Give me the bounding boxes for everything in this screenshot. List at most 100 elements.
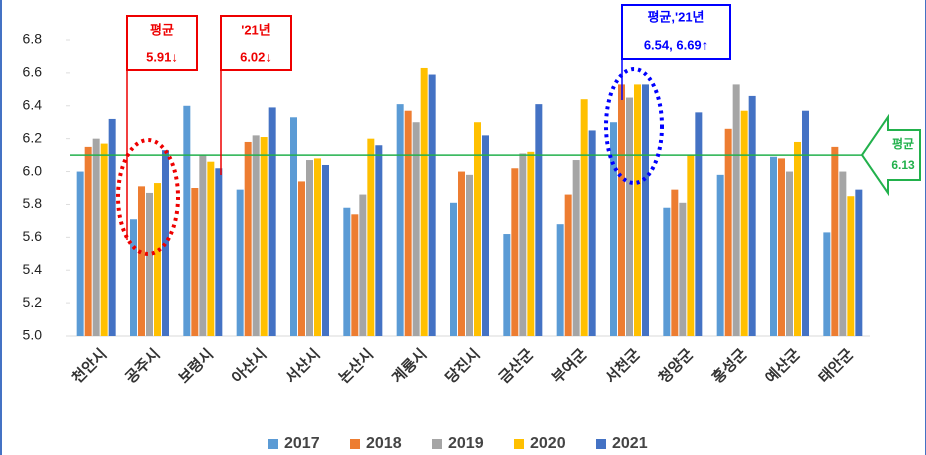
bar [527,151,535,336]
callout-text: 5.91↓ [146,49,178,64]
x-tick-label: 태안군 [815,345,857,387]
bar [642,84,649,337]
bar [778,158,785,336]
x-tick-label: 공주시 [122,346,163,387]
bar [588,130,596,336]
bar [458,171,465,336]
bar [428,74,436,337]
bar [802,110,809,336]
bar [314,158,321,336]
callout-box [220,15,292,71]
bar [191,188,199,336]
bar [138,186,145,336]
annotations: 평균 5.91↓ '21년 6.02↓ 평균,'21년 6.54, 6.69↑ … [116,4,921,256]
bar [823,232,831,336]
bar [671,189,679,336]
legend-label: 2017 [284,435,320,452]
bar [511,168,519,336]
bar [724,128,732,336]
bar [580,99,588,336]
bar [519,153,527,336]
bar [162,150,169,336]
callout-text: 6.13 [891,158,915,172]
x-tick-label: 당진시 [442,345,484,387]
bar [535,104,543,336]
bar [610,122,617,336]
bar [618,84,625,337]
bar [626,97,633,336]
bar [404,110,412,336]
y-tick-label: 6.6 [23,64,43,80]
y-tick-label: 5.2 [23,294,43,310]
bar [146,192,153,336]
bar [183,105,191,337]
bar [130,219,137,336]
bar [503,234,511,336]
bar [290,117,297,337]
bar [634,84,641,337]
bar [679,202,687,336]
x-tick-label: 홍성군 [708,345,750,387]
legend: 2017 2018 2019 2020 2021 [268,435,648,452]
legend-label: 2019 [448,435,484,452]
x-tick-label: 청양군 [656,345,697,386]
x-tick-label: 금산군 [496,345,537,386]
bar [740,110,748,336]
highlight-oval [116,138,180,256]
callout-title: 평균 [892,137,914,151]
bar [564,194,572,336]
bar [466,174,473,336]
bar [839,171,847,336]
bar [343,207,351,336]
bar [847,196,855,336]
x-tick-label: 논산시 [336,346,377,387]
y-tick-label: 5.4 [23,261,43,277]
x-tick-label: 서산시 [282,346,323,387]
bar [306,160,313,336]
plot-area: 5.0 5.2 5.4 5.6 5.8 6.0 6.2 6.4 6.6 6.8 천안시 공주시 보령시 아… [23,31,870,387]
bar [794,141,801,336]
callout-title: 평균 [150,22,174,37]
x-tick-label: 아산시 [229,346,270,387]
bar [732,84,740,337]
bar [199,155,207,336]
bar [108,118,116,336]
legend-swatch [268,439,278,449]
bar [100,143,108,336]
bar [474,122,481,336]
y-tick-label: 6.8 [23,31,43,47]
legend-label: 2018 [366,435,402,452]
bar [420,67,428,336]
bar [298,181,305,336]
bar [556,224,564,336]
bar [84,146,92,336]
bar [207,161,215,336]
x-tick-label: 천안시 [68,345,110,387]
callout-box [621,4,731,60]
callout-text: 6.54, 6.69↑ [644,37,708,52]
bar [450,202,457,336]
bar [154,183,161,336]
bar [322,164,329,336]
x-tick-label: 서천군 [602,345,644,387]
bar [482,135,489,336]
bar [375,145,383,336]
legend-label: 2020 [530,435,566,452]
bar [396,104,404,336]
x-tick-label: 부여군 [549,345,590,386]
bar [244,141,252,336]
bar [215,168,223,336]
y-tick-label: 5.0 [23,327,43,343]
legend-swatch [596,439,606,449]
bar [412,122,420,336]
y-tick-label: 6.0 [23,162,43,178]
bar [359,194,367,336]
bar [260,137,268,336]
y-tick-label: 6.4 [23,96,43,112]
callout-title: 평균,'21년 [647,9,704,24]
bar [770,156,777,336]
bar [76,171,84,336]
bar [351,214,359,336]
bar [716,174,724,336]
bar [92,138,100,336]
